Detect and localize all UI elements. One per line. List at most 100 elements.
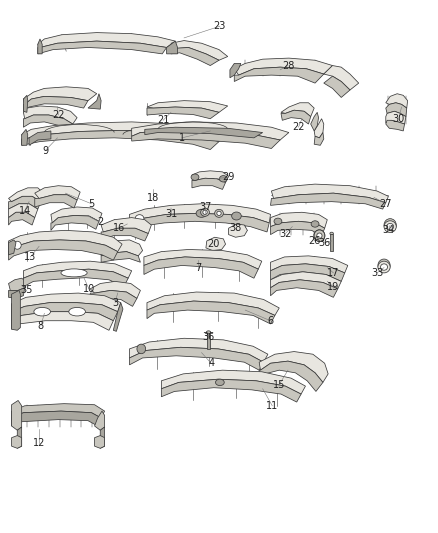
Polygon shape <box>271 272 341 289</box>
Polygon shape <box>95 435 105 448</box>
Polygon shape <box>21 130 28 146</box>
Polygon shape <box>90 290 137 306</box>
Text: 15: 15 <box>273 379 286 390</box>
Polygon shape <box>161 370 305 394</box>
Polygon shape <box>130 348 264 370</box>
Ellipse shape <box>378 259 390 272</box>
Polygon shape <box>9 240 16 255</box>
Text: 16: 16 <box>113 223 126 233</box>
Text: 12: 12 <box>33 438 45 448</box>
Polygon shape <box>171 41 228 60</box>
Polygon shape <box>271 212 327 228</box>
Polygon shape <box>17 427 21 448</box>
Polygon shape <box>171 47 219 66</box>
Ellipse shape <box>378 261 390 273</box>
Polygon shape <box>101 228 148 241</box>
Polygon shape <box>51 215 99 230</box>
Ellipse shape <box>330 232 333 235</box>
Polygon shape <box>9 230 122 252</box>
Ellipse shape <box>387 223 394 230</box>
Ellipse shape <box>203 210 207 214</box>
Text: 28: 28 <box>282 61 294 70</box>
Ellipse shape <box>317 233 322 238</box>
Ellipse shape <box>61 269 87 277</box>
Polygon shape <box>147 301 275 324</box>
Text: 18: 18 <box>146 193 159 204</box>
Polygon shape <box>38 33 175 47</box>
Polygon shape <box>12 303 118 321</box>
Text: 17: 17 <box>327 268 339 278</box>
Polygon shape <box>259 361 323 391</box>
Polygon shape <box>311 112 318 131</box>
Text: 2: 2 <box>97 217 103 228</box>
Text: 34: 34 <box>382 225 395 236</box>
Text: 29: 29 <box>223 172 235 182</box>
Polygon shape <box>23 106 77 124</box>
Polygon shape <box>314 119 324 138</box>
Polygon shape <box>9 196 41 209</box>
Polygon shape <box>147 292 279 316</box>
Text: 35: 35 <box>20 286 32 295</box>
Ellipse shape <box>217 211 221 215</box>
Text: 33: 33 <box>371 268 383 278</box>
Text: 22: 22 <box>292 122 305 132</box>
Text: 36: 36 <box>318 238 331 247</box>
Text: 6: 6 <box>268 316 274 326</box>
Polygon shape <box>132 122 289 140</box>
Polygon shape <box>271 256 348 273</box>
Polygon shape <box>229 224 247 237</box>
Polygon shape <box>147 101 228 112</box>
Polygon shape <box>130 204 271 224</box>
Polygon shape <box>324 66 359 90</box>
Polygon shape <box>271 193 386 209</box>
Text: 37: 37 <box>199 202 211 212</box>
Polygon shape <box>23 95 28 112</box>
Text: 8: 8 <box>38 321 44 331</box>
Polygon shape <box>9 212 35 225</box>
Polygon shape <box>12 411 101 426</box>
Polygon shape <box>95 411 105 430</box>
Polygon shape <box>192 178 226 189</box>
Polygon shape <box>207 333 210 349</box>
Ellipse shape <box>135 215 144 223</box>
Ellipse shape <box>34 308 50 316</box>
Ellipse shape <box>201 208 209 216</box>
Polygon shape <box>23 115 73 131</box>
Polygon shape <box>35 185 80 200</box>
Polygon shape <box>38 41 166 54</box>
Polygon shape <box>90 281 141 298</box>
Polygon shape <box>132 131 280 149</box>
Polygon shape <box>230 63 241 78</box>
Polygon shape <box>51 207 102 223</box>
Polygon shape <box>324 76 350 98</box>
Ellipse shape <box>311 221 319 227</box>
Polygon shape <box>12 290 20 330</box>
Polygon shape <box>88 94 101 109</box>
Polygon shape <box>281 103 314 117</box>
Polygon shape <box>23 261 132 278</box>
Ellipse shape <box>191 174 199 180</box>
Text: 21: 21 <box>157 115 170 125</box>
Polygon shape <box>234 67 324 83</box>
Polygon shape <box>35 195 77 208</box>
Text: 36: 36 <box>202 332 214 342</box>
Ellipse shape <box>206 331 211 334</box>
Polygon shape <box>101 217 151 233</box>
Ellipse shape <box>13 241 21 249</box>
Polygon shape <box>23 269 128 287</box>
Text: 26: 26 <box>308 236 320 246</box>
Polygon shape <box>12 435 21 448</box>
Text: 5: 5 <box>88 199 95 209</box>
Text: 3: 3 <box>112 297 118 308</box>
Polygon shape <box>281 110 311 124</box>
Polygon shape <box>12 293 121 312</box>
Polygon shape <box>29 131 51 146</box>
Polygon shape <box>9 204 38 217</box>
Polygon shape <box>144 257 258 278</box>
Ellipse shape <box>215 209 223 217</box>
Polygon shape <box>21 122 228 142</box>
Ellipse shape <box>69 308 85 316</box>
Polygon shape <box>100 427 105 448</box>
Polygon shape <box>101 240 143 256</box>
Polygon shape <box>271 221 325 236</box>
